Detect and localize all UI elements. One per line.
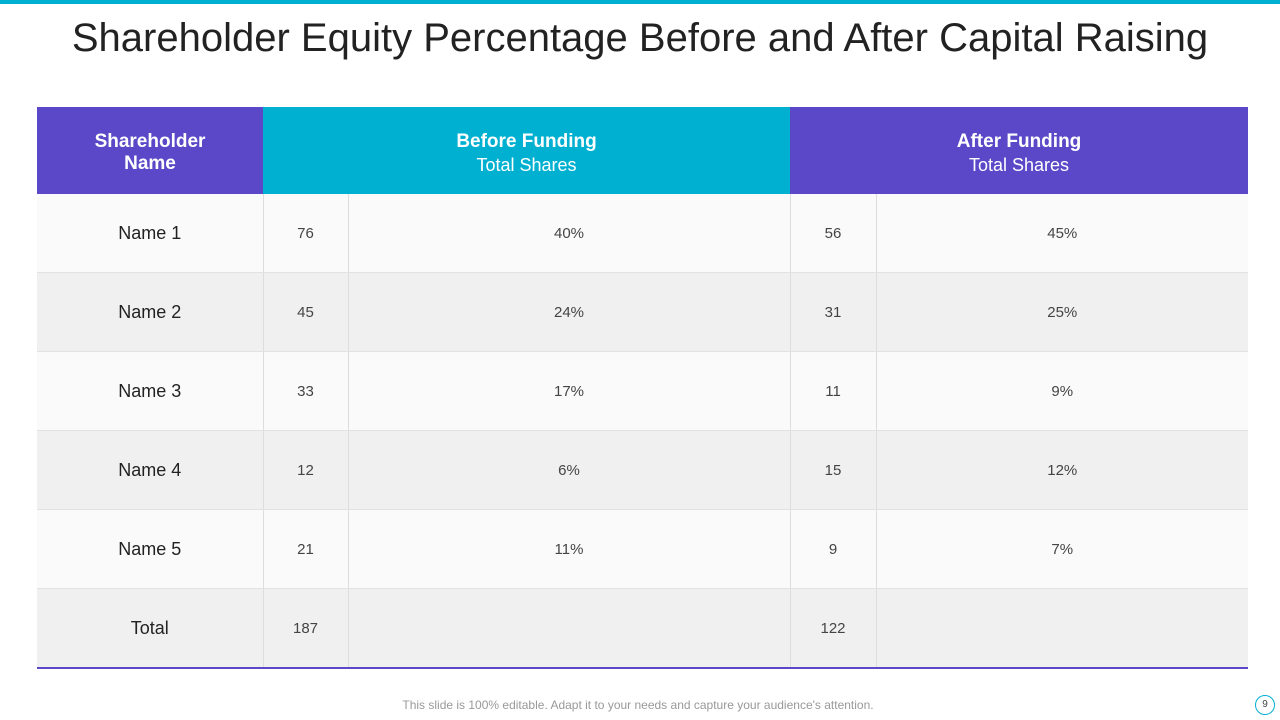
header-title: Shareholder Name (94, 131, 206, 174)
value-cell: 25% (875, 272, 1249, 352)
equity-table: Shareholder Name Before Funding Total Sha… (37, 107, 1249, 669)
name-cell: Name 1 (37, 194, 263, 273)
value-cell: 122 (789, 588, 877, 669)
value-cell: 12 (262, 430, 348, 510)
value-cell: 76 (262, 194, 348, 273)
value-cell: 12% (875, 430, 1249, 510)
value-cell (347, 588, 791, 669)
value-cell: 45% (875, 194, 1249, 273)
name-cell: Name 2 (37, 272, 263, 352)
header-cell: After Funding Total Shares (790, 107, 1249, 194)
header-subtitle: Total Shares (968, 154, 1070, 175)
top-bar (0, 0, 1280, 4)
table-row: Name 3 33 17% 11 9% (37, 351, 1249, 431)
header-title: After Funding (956, 130, 1082, 152)
value-cell: 17% (347, 351, 791, 431)
value-cell: 15 (789, 430, 877, 510)
value-cell: 11% (347, 509, 791, 589)
value-cell: 45 (262, 272, 348, 352)
value-cell: 187 (262, 588, 348, 669)
table-row: Name 2 45 24% 31 25% (37, 272, 1249, 352)
value-cell: 11 (789, 351, 877, 431)
value-cell: 7% (875, 509, 1249, 589)
value-cell: 56 (789, 194, 877, 273)
value-cell: 33 (262, 351, 348, 431)
name-cell: Name 5 (37, 509, 263, 589)
name-cell: Total (37, 588, 263, 669)
value-cell: 9% (875, 351, 1249, 431)
header-title: Before Funding (456, 130, 597, 152)
table-body: Name 1 76 40% 56 45% Name 2 45 24% 31 25% Name 3 33… (37, 194, 1249, 669)
value-cell: 9 (789, 509, 877, 589)
title: Shareholder Equity Percentage Before and… (71, 16, 1209, 60)
name-cell: Name 3 (37, 351, 263, 431)
header-row: Shareholder Name Before Funding Total Sha… (37, 107, 1249, 194)
value-cell: 6% (347, 430, 791, 510)
value-cell: 24% (347, 272, 791, 352)
table-row: Total 187 122 (37, 588, 1249, 669)
value-cell (875, 588, 1249, 669)
header-cell: Before Funding Total Shares (263, 107, 791, 194)
value-cell: 21 (262, 509, 348, 589)
name-cell: Name 4 (37, 430, 263, 510)
value-cell: 31 (789, 272, 877, 352)
table-row: Name 5 21 11% 9 7% (37, 509, 1249, 589)
header-subtitle: Total Shares (476, 154, 577, 175)
table-row: Name 1 76 40% 56 45% (37, 194, 1249, 273)
value-cell: 40% (347, 194, 791, 273)
footer: This slide is 100% editable. Adapt it to… (402, 698, 874, 712)
page-number: 9 (1255, 695, 1275, 715)
header-cell: Shareholder Name (37, 107, 263, 194)
table-row: Name 4 12 6% 15 12% (37, 430, 1249, 510)
